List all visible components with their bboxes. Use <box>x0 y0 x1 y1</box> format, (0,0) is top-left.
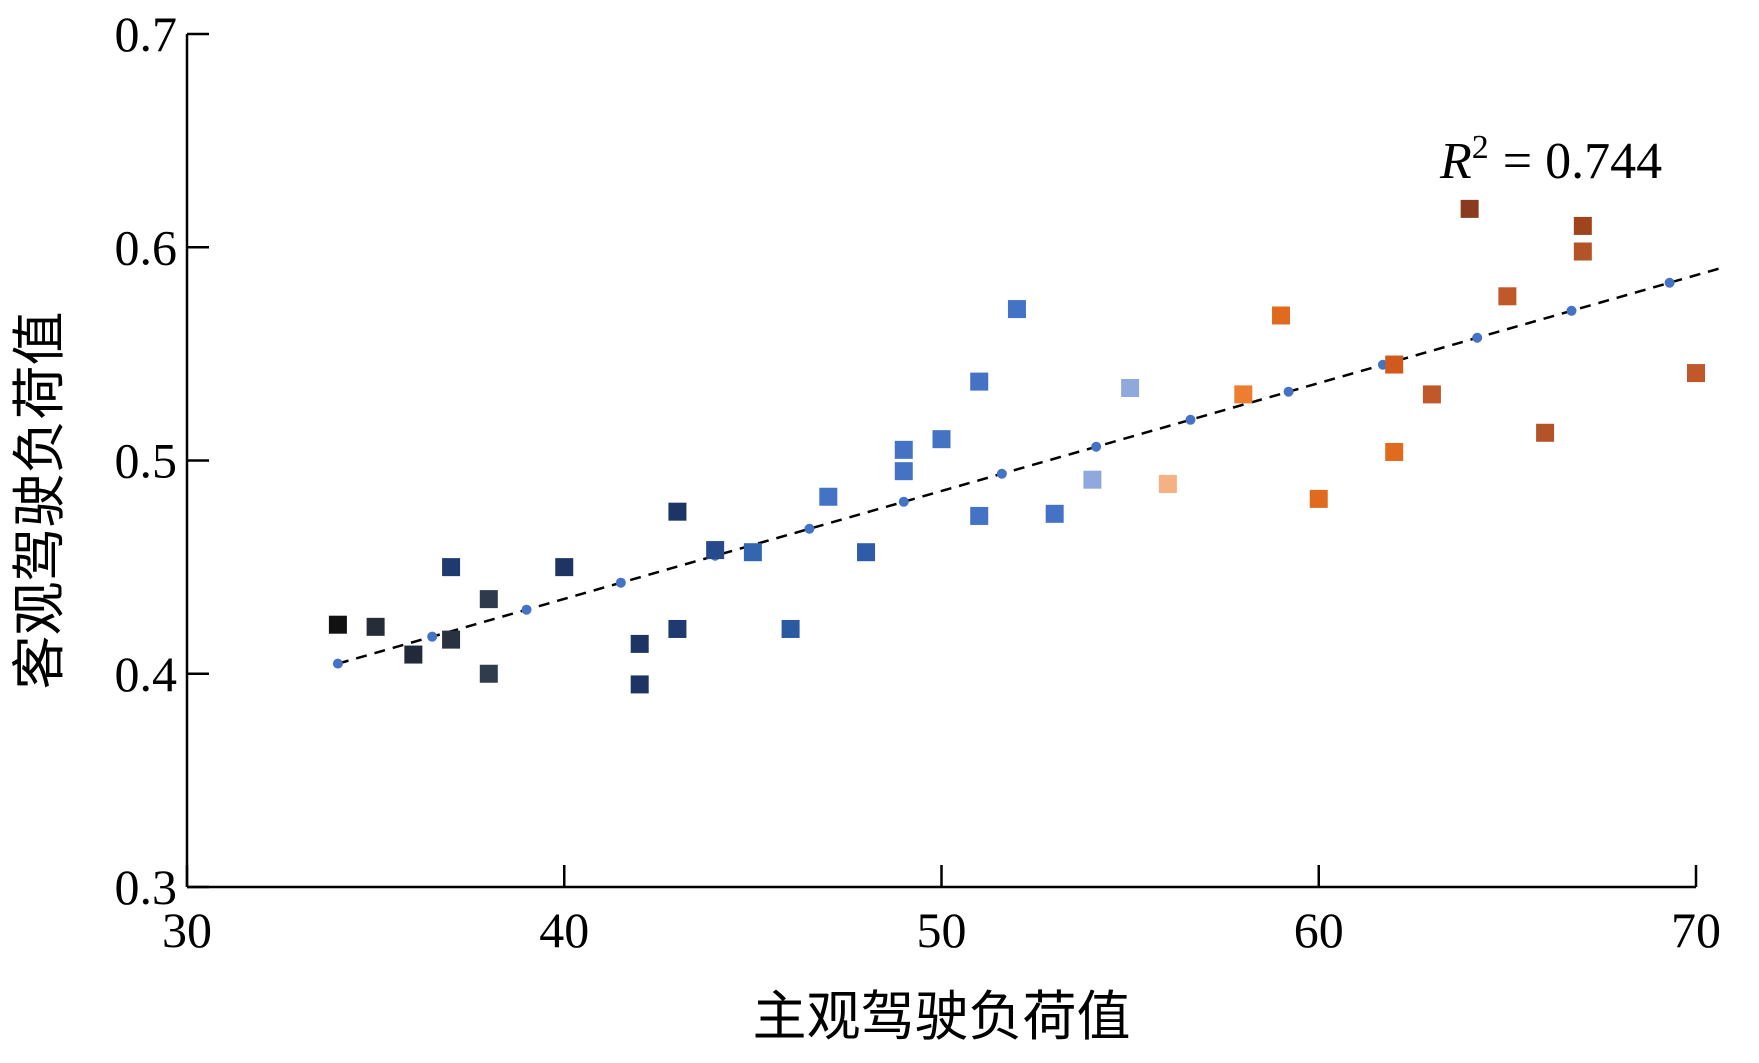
data-point <box>668 619 687 638</box>
x-tick-label: 50 <box>917 902 967 958</box>
data-point <box>555 558 574 577</box>
data-point <box>442 630 461 649</box>
data-point <box>1385 442 1404 461</box>
r-value: = 0.744 <box>1503 133 1662 190</box>
data-point <box>1573 216 1592 235</box>
data-point <box>932 430 951 449</box>
trend-marker <box>332 658 343 669</box>
y-tick-label: 0.3 <box>115 859 178 915</box>
data-point <box>1158 474 1177 493</box>
data-point <box>1498 287 1517 306</box>
data-point <box>1536 423 1555 442</box>
points-group <box>328 199 1705 694</box>
r-exponent: 2 <box>1472 129 1489 166</box>
trend-marker <box>521 604 532 615</box>
trend-marker <box>427 631 438 642</box>
r-symbol: R <box>1439 133 1472 190</box>
r-squared-annotation: R2 = 0.744 <box>1439 129 1662 190</box>
data-point <box>894 462 913 481</box>
data-point <box>970 506 989 525</box>
data-point <box>366 617 385 636</box>
trend-marker <box>996 468 1007 479</box>
data-point <box>479 590 498 609</box>
y-tick-label: 0.5 <box>115 433 178 489</box>
x-axis-title: 主观驾驶负荷值 <box>753 987 1131 1047</box>
data-point <box>1687 364 1705 383</box>
data-point <box>1422 385 1441 404</box>
x-tick-label: 40 <box>539 902 589 958</box>
data-point <box>630 675 649 694</box>
data-point <box>894 440 913 459</box>
data-point <box>404 645 423 664</box>
x-tick-label: 60 <box>1294 902 1344 958</box>
data-point <box>743 543 762 562</box>
data-point <box>819 487 838 506</box>
data-point <box>781 619 800 638</box>
data-point <box>970 372 989 391</box>
data-point <box>668 502 687 521</box>
data-point <box>1234 385 1253 404</box>
trend-marker <box>1566 305 1577 316</box>
trend-marker <box>615 577 626 588</box>
y-tick-label: 0.4 <box>115 646 178 702</box>
trend-group <box>332 267 1719 669</box>
data-point <box>1083 470 1102 489</box>
data-point <box>479 664 498 683</box>
data-point <box>1309 489 1328 508</box>
x-tick-label: 30 <box>162 902 212 958</box>
trend-line <box>337 267 1719 665</box>
data-point <box>706 541 725 560</box>
data-point <box>1573 242 1592 261</box>
y-tick-label: 0.7 <box>115 6 178 62</box>
trend-marker <box>1091 441 1102 452</box>
trend-marker <box>1283 386 1294 397</box>
data-point <box>1385 355 1404 374</box>
y-tick-label: 0.6 <box>115 219 178 275</box>
data-point <box>1045 504 1064 523</box>
data-point <box>328 615 347 634</box>
trend-marker <box>1185 414 1196 425</box>
y-axis-title: 客观驾驶负荷值 <box>10 312 70 690</box>
trend-marker <box>804 523 815 534</box>
ticks: 0.3 0.4 0.5 0.6 0.7 30 40 50 60 70 <box>115 6 1722 958</box>
data-point <box>857 543 876 562</box>
x-tick-label: 70 <box>1671 902 1721 958</box>
data-point <box>1121 378 1140 397</box>
trend-marker <box>1664 277 1675 288</box>
data-point <box>1007 300 1026 319</box>
trend-marker <box>898 496 909 507</box>
data-point <box>1272 306 1291 325</box>
data-point <box>442 558 461 577</box>
trend-marker <box>1472 332 1483 343</box>
data-point <box>630 634 649 653</box>
data-point <box>1460 199 1479 218</box>
